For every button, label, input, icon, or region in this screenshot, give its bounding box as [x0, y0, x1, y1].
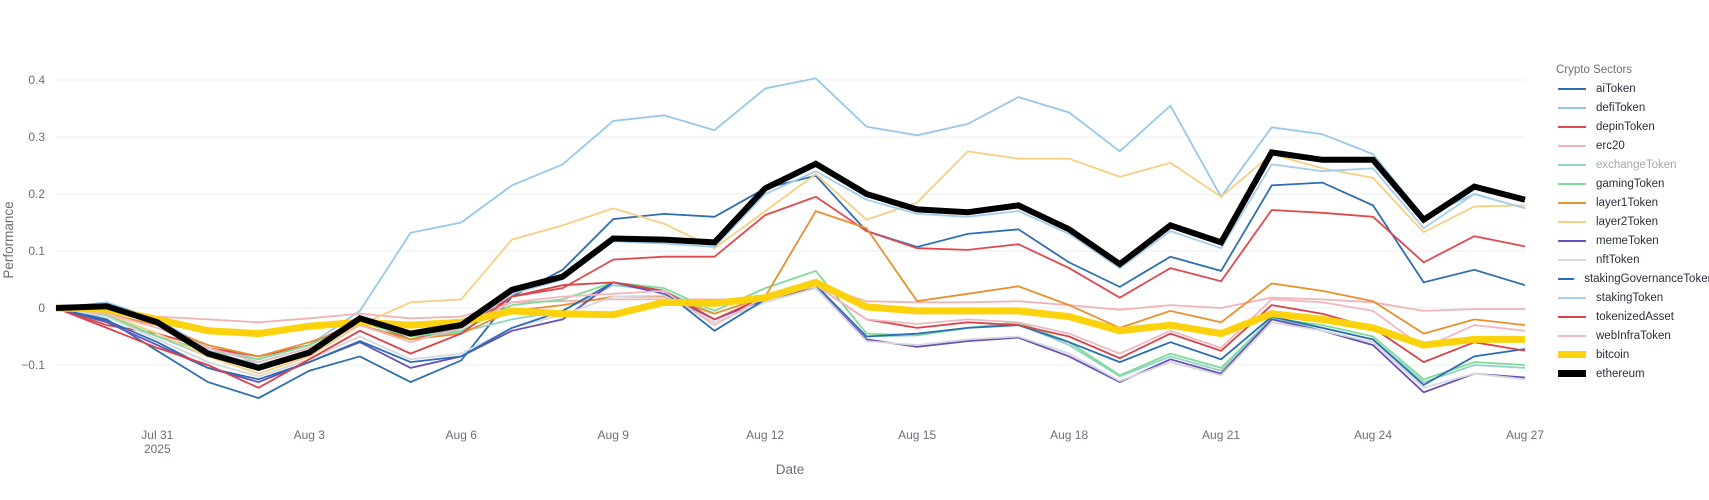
legend-item-bitcoin[interactable]: bitcoin — [1554, 345, 1709, 364]
legend-item-layer2Token[interactable]: layer2Token — [1554, 212, 1709, 231]
legend-label: layer2Token — [1596, 215, 1659, 228]
legend-swatch-erc20 — [1558, 144, 1586, 147]
y-tick-label: 0.4 — [28, 73, 45, 87]
legend-item-aiToken[interactable]: aiToken — [1554, 79, 1709, 98]
legend-swatch-bitcoin — [1558, 351, 1586, 358]
legend-item-stakingToken[interactable]: stakingToken — [1554, 288, 1709, 307]
y-axis-title: Performance — [1, 201, 16, 278]
legend-label: erc20 — [1596, 139, 1625, 152]
legend-swatch-stakingToken — [1558, 296, 1586, 299]
gridlines — [56, 79, 1525, 366]
legend-label: nftToken — [1596, 253, 1640, 266]
legend-label: layer1Token — [1596, 196, 1659, 209]
x-tick-label: Aug 21 — [1202, 428, 1240, 442]
legend-label: defiToken — [1596, 101, 1646, 114]
x-tick-label: Aug 3 — [294, 428, 326, 442]
legend-swatch-defiToken — [1558, 106, 1586, 109]
x-tick-label: Aug 9 — [598, 428, 630, 442]
legend-swatch-exchangeToken — [1558, 163, 1586, 166]
legend-title: Crypto Sectors — [1556, 64, 1633, 76]
y-tick-label: 0.2 — [28, 187, 45, 201]
y-tick-label: 0.3 — [28, 130, 45, 144]
series-line-bitcoin — [55, 278, 1525, 349]
legend-item-erc20[interactable]: erc20 — [1554, 136, 1709, 155]
legend-label: depinToken — [1596, 120, 1655, 133]
legend-swatch-gamingToken — [1558, 182, 1586, 185]
x-tick-sublabel: 2025 — [144, 442, 171, 456]
legend-swatch-layer2Token — [1558, 220, 1586, 223]
legend-label: exchangeToken — [1596, 158, 1677, 171]
series-line-layer2Token — [55, 150, 1526, 375]
legend-label: gamingToken — [1596, 177, 1665, 190]
legend-swatch-nftToken — [1558, 258, 1586, 261]
x-tick-label: Jul 31 — [141, 428, 173, 442]
y-tick-label: 0.1 — [28, 244, 45, 258]
legend-label: bitcoin — [1596, 348, 1630, 361]
y-tick-label: 0 — [38, 301, 45, 315]
series-line-layer1Token — [55, 210, 1526, 358]
legend-swatch-tokenizedAsset — [1558, 315, 1586, 318]
legend-item-gamingToken[interactable]: gamingToken — [1554, 174, 1709, 193]
x-tick-label: Aug 27 — [1506, 428, 1544, 442]
y-axis-ticks: −0.1 0 0.1 0.2 0.3 0.4 — [21, 73, 45, 372]
legend-item-webInfraToken[interactable]: webInfraToken — [1554, 326, 1709, 345]
legend-label: aiToken — [1596, 82, 1636, 95]
legend-item-layer1Token[interactable]: layer1Token — [1554, 193, 1709, 212]
legend-label: tokenizedAsset — [1596, 310, 1674, 323]
legend-label: ethereum — [1596, 367, 1645, 380]
legend-label: stakingGovernanceToken — [1584, 272, 1709, 285]
legend-label: memeToken — [1596, 234, 1659, 247]
series-line-gamingToken — [55, 269, 1526, 381]
legend-swatch-layer1Token — [1558, 201, 1586, 204]
legend-swatch-stakingGovernanceToken — [1558, 277, 1575, 280]
x-axis-title: Date — [776, 462, 805, 477]
series-line-nftToken — [55, 287, 1526, 389]
legend-item-memeToken[interactable]: memeToken — [1554, 231, 1709, 250]
legend-item-tokenizedAsset[interactable]: tokenizedAsset — [1554, 307, 1709, 326]
legend: Crypto Sectors aiToken defiToken depinToke… — [1554, 61, 1709, 383]
legend-swatch-ethereum — [1558, 370, 1586, 377]
series-line-ethereum — [55, 149, 1526, 372]
legend-label: webInfraToken — [1596, 329, 1671, 342]
series-lines — [55, 77, 1526, 400]
legend-swatch-webInfraToken — [1558, 334, 1586, 337]
x-tick-label: Aug 15 — [898, 428, 936, 442]
legend-item-depinToken[interactable]: depinToken — [1554, 117, 1709, 136]
y-tick-label: −0.1 — [21, 358, 45, 372]
x-tick-label: Aug 12 — [746, 428, 784, 442]
legend-swatch-depinToken — [1558, 125, 1586, 128]
legend-item-stakingGovernanceToken[interactable]: stakingGovernanceToken — [1554, 269, 1709, 288]
legend-items: aiToken defiToken depinToken erc20 exchangeT… — [1554, 79, 1709, 383]
legend-item-defiToken[interactable]: defiToken — [1554, 98, 1709, 117]
x-tick-label: Aug 6 — [446, 428, 478, 442]
legend-item-ethereum[interactable]: ethereum — [1554, 364, 1709, 383]
legend-item-exchangeToken[interactable]: exchangeToken — [1554, 155, 1709, 174]
x-tick-label: Aug 18 — [1050, 428, 1088, 442]
legend-swatch-aiToken — [1558, 87, 1586, 90]
legend-label: stakingToken — [1596, 291, 1664, 304]
legend-swatch-memeToken — [1558, 239, 1586, 242]
legend-item-nftToken[interactable]: nftToken — [1554, 250, 1709, 269]
x-tick-label: Aug 24 — [1354, 428, 1392, 442]
